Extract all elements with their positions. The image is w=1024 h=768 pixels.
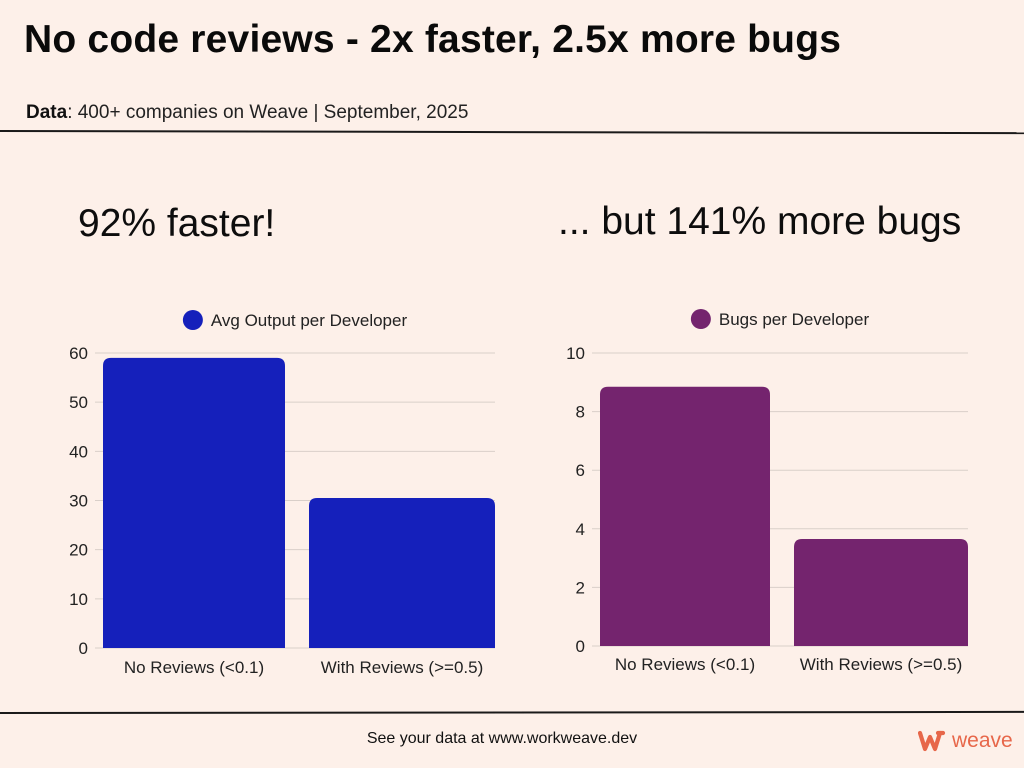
y-tick-label: 10 [69, 590, 88, 609]
y-tick-label: 40 [69, 442, 88, 461]
page-title: No code reviews - 2x faster, 2.5x more b… [24, 18, 842, 61]
y-tick-label: 0 [79, 639, 88, 658]
right-headline: ... but 141% more bugs [558, 200, 962, 243]
subtitle-label: Data [26, 102, 68, 123]
legend-label: Avg Output per Developer [211, 311, 408, 330]
footer-link-text[interactable]: See your data at www.workweave.dev [366, 730, 638, 747]
y-tick-label: 50 [69, 393, 88, 412]
bar-with-reviews [794, 539, 968, 646]
y-tick-label: 60 [69, 344, 88, 363]
legend-swatch [690, 309, 711, 329]
y-tick-label: 2 [576, 578, 585, 597]
bar-with-reviews [309, 498, 495, 648]
y-tick-label: 10 [566, 344, 585, 363]
logo-wordmark: weave [952, 729, 1013, 752]
subtitle-text: : 400+ companies on Weave | September, 2… [67, 102, 469, 123]
bar-no-reviews [600, 386, 770, 646]
y-tick-label: 20 [69, 541, 88, 560]
left-headline: 92% faster! [78, 202, 276, 245]
legend-label: Bugs per Developer [719, 310, 870, 329]
category-label: No Reviews (<0.1) [124, 658, 264, 677]
chart-legend: Bugs per Developer [690, 309, 870, 329]
weave-logo: weave [918, 728, 1013, 754]
category-label: No Reviews (<0.1) [615, 655, 755, 674]
y-tick-label: 8 [576, 403, 585, 422]
bar-no-reviews [103, 357, 285, 648]
y-tick-label: 30 [69, 492, 88, 511]
chart-legend: Avg Output per Developer [182, 310, 408, 330]
data-source-subtitle: Data: 400+ companies on Weave | Septembe… [26, 102, 468, 124]
weave-logo-icon [918, 730, 946, 752]
y-tick-label: 4 [576, 520, 585, 539]
category-label: With Reviews (>=0.5) [321, 658, 484, 677]
y-tick-label: 0 [576, 637, 585, 656]
legend-swatch [182, 310, 203, 330]
category-label: With Reviews (>=0.5) [800, 655, 963, 674]
y-tick-label: 6 [576, 461, 585, 480]
